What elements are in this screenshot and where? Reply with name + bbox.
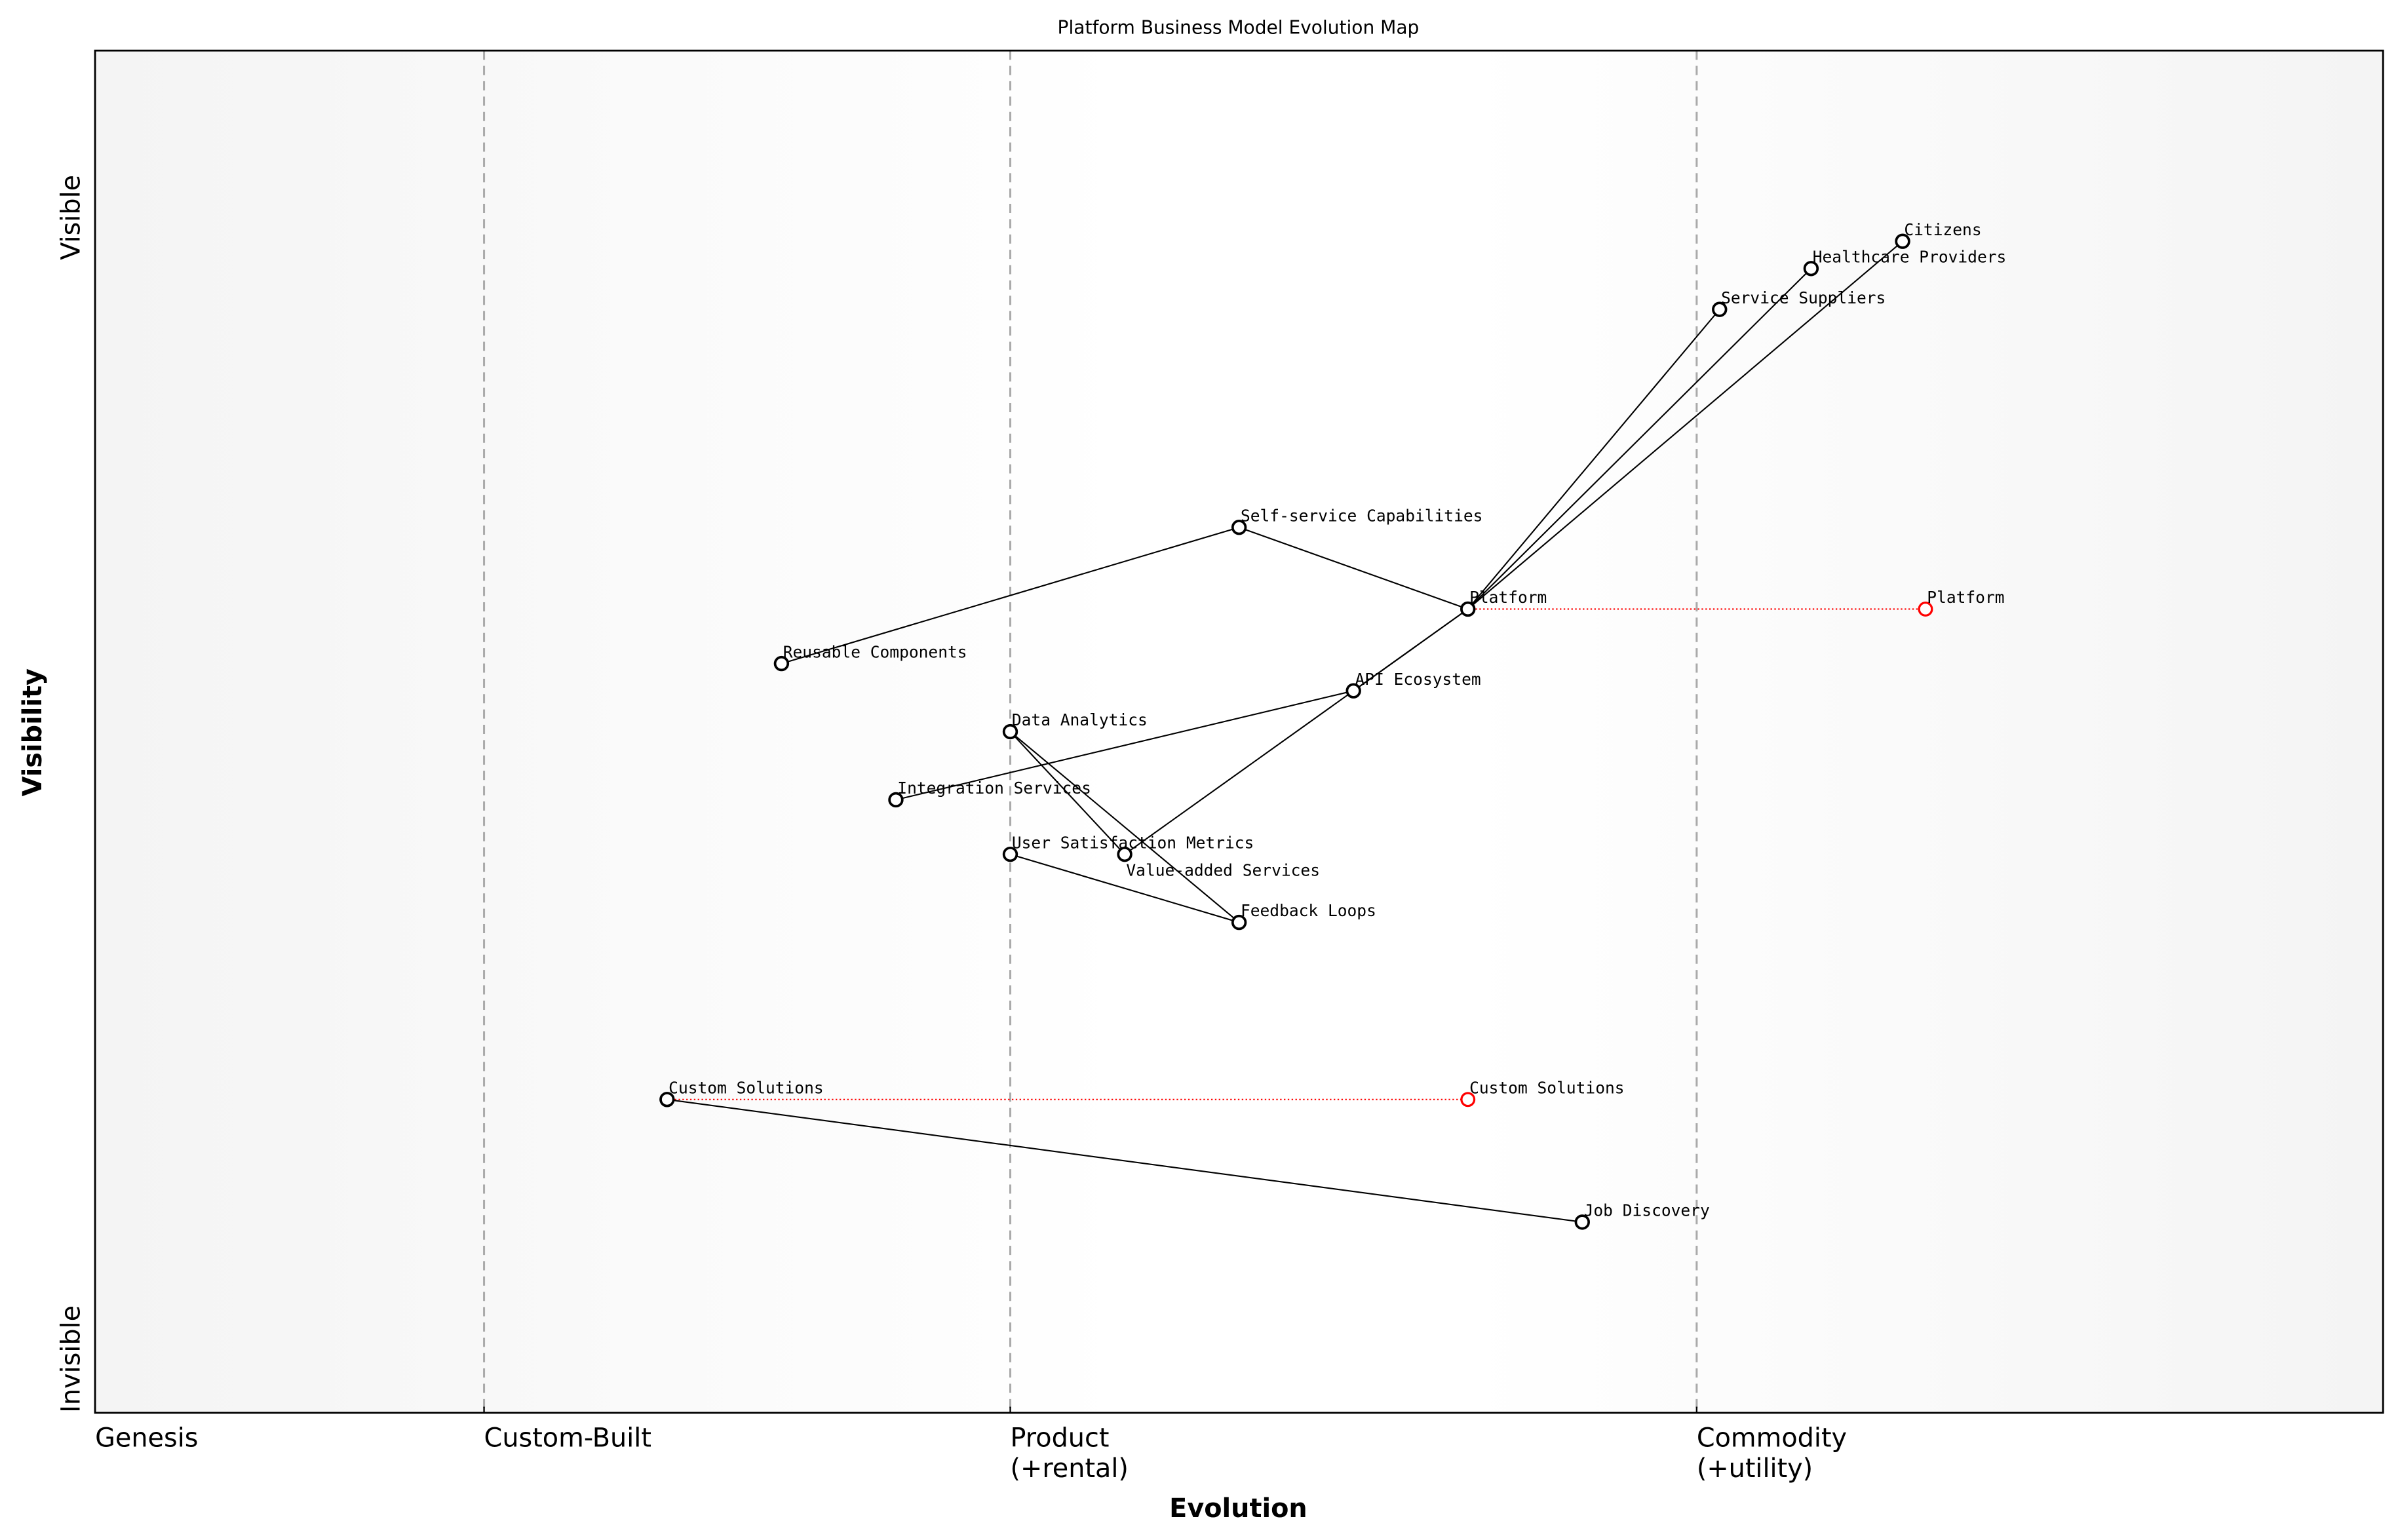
plot-background — [95, 50, 2384, 1413]
y-tick-label: Invisible — [56, 1305, 87, 1413]
component-point — [1712, 301, 1728, 317]
y-ticks: Visible Invisible — [56, 175, 87, 1413]
y-axis-title: Visibility — [18, 668, 48, 796]
x-tick-label: Genesis — [95, 1423, 198, 1453]
chart-title: Platform Business Model Evolution Map — [1058, 16, 1420, 38]
component-label: API Ecosystem — [1355, 670, 1481, 689]
dependency-link — [1467, 241, 1903, 610]
x-axis-title: Evolution — [1169, 1493, 1307, 1524]
component-point — [1002, 846, 1018, 862]
evolved-component-point — [1460, 1092, 1476, 1107]
evolved-component-label: Custom Solutions — [1469, 1078, 1624, 1097]
component-point — [1345, 683, 1361, 699]
evolved-component-point — [1918, 601, 1933, 617]
dependency-link — [1010, 853, 1239, 923]
component-point — [1895, 233, 1910, 249]
component-point — [659, 1092, 675, 1107]
component-label: Platform — [1469, 588, 1547, 607]
component-point — [1803, 261, 1819, 277]
x-tick-label: Product (+rental) — [1011, 1423, 1129, 1484]
evolved-component-label: Platform — [1927, 588, 2004, 607]
dependency-link — [1124, 608, 1469, 855]
component-label: Reusable Components — [783, 642, 967, 661]
component-point — [1117, 846, 1132, 862]
x-tick-label: Custom-Built — [484, 1423, 651, 1453]
evolution-arrows — [667, 608, 1926, 1100]
component-label: Healthcare Providers — [1813, 247, 2007, 266]
component-label: Citizens — [1904, 220, 1981, 239]
component-label: Data Analytics — [1012, 710, 1148, 729]
component-point — [888, 792, 904, 808]
plot-frame — [94, 49, 2384, 1414]
component-point — [1002, 723, 1018, 740]
component-label: Job Discovery — [1584, 1201, 1710, 1220]
dependency-link — [667, 1098, 1583, 1223]
x-ticks: Genesis Custom-Built Product (+rental) Commo… — [94, 1406, 1847, 1484]
component-label: Value-added Services — [1126, 860, 1320, 879]
dependency-link — [1467, 268, 1812, 610]
dependency-links — [667, 241, 1903, 1223]
component-label: Custom Solutions — [668, 1078, 823, 1097]
components: Citizens Healthcare Providers Service Supp… — [659, 220, 2007, 1230]
component-label: Integration Services — [897, 779, 1091, 798]
dependency-link — [1239, 526, 1469, 610]
y-tick-label: Visible — [56, 175, 87, 260]
component-label: User Satisfaction Metrics — [1012, 833, 1254, 852]
component-point — [1231, 914, 1247, 931]
dependency-link — [1009, 731, 1125, 855]
component-label: Feedback Loops — [1241, 901, 1376, 920]
component-label: Self-service Capabilities — [1241, 506, 1482, 525]
x-tick-label: Commodity (+utility) — [1697, 1423, 1847, 1484]
dependency-link — [895, 690, 1354, 801]
component-point — [1231, 520, 1247, 535]
dependency-link — [1009, 731, 1240, 923]
component-point — [773, 655, 790, 672]
component-point — [1574, 1214, 1590, 1230]
component-label: Service Suppliers — [1721, 288, 1886, 307]
component-point — [1460, 601, 1476, 617]
dependency-link — [1467, 309, 1720, 610]
dependency-link — [781, 526, 1239, 664]
